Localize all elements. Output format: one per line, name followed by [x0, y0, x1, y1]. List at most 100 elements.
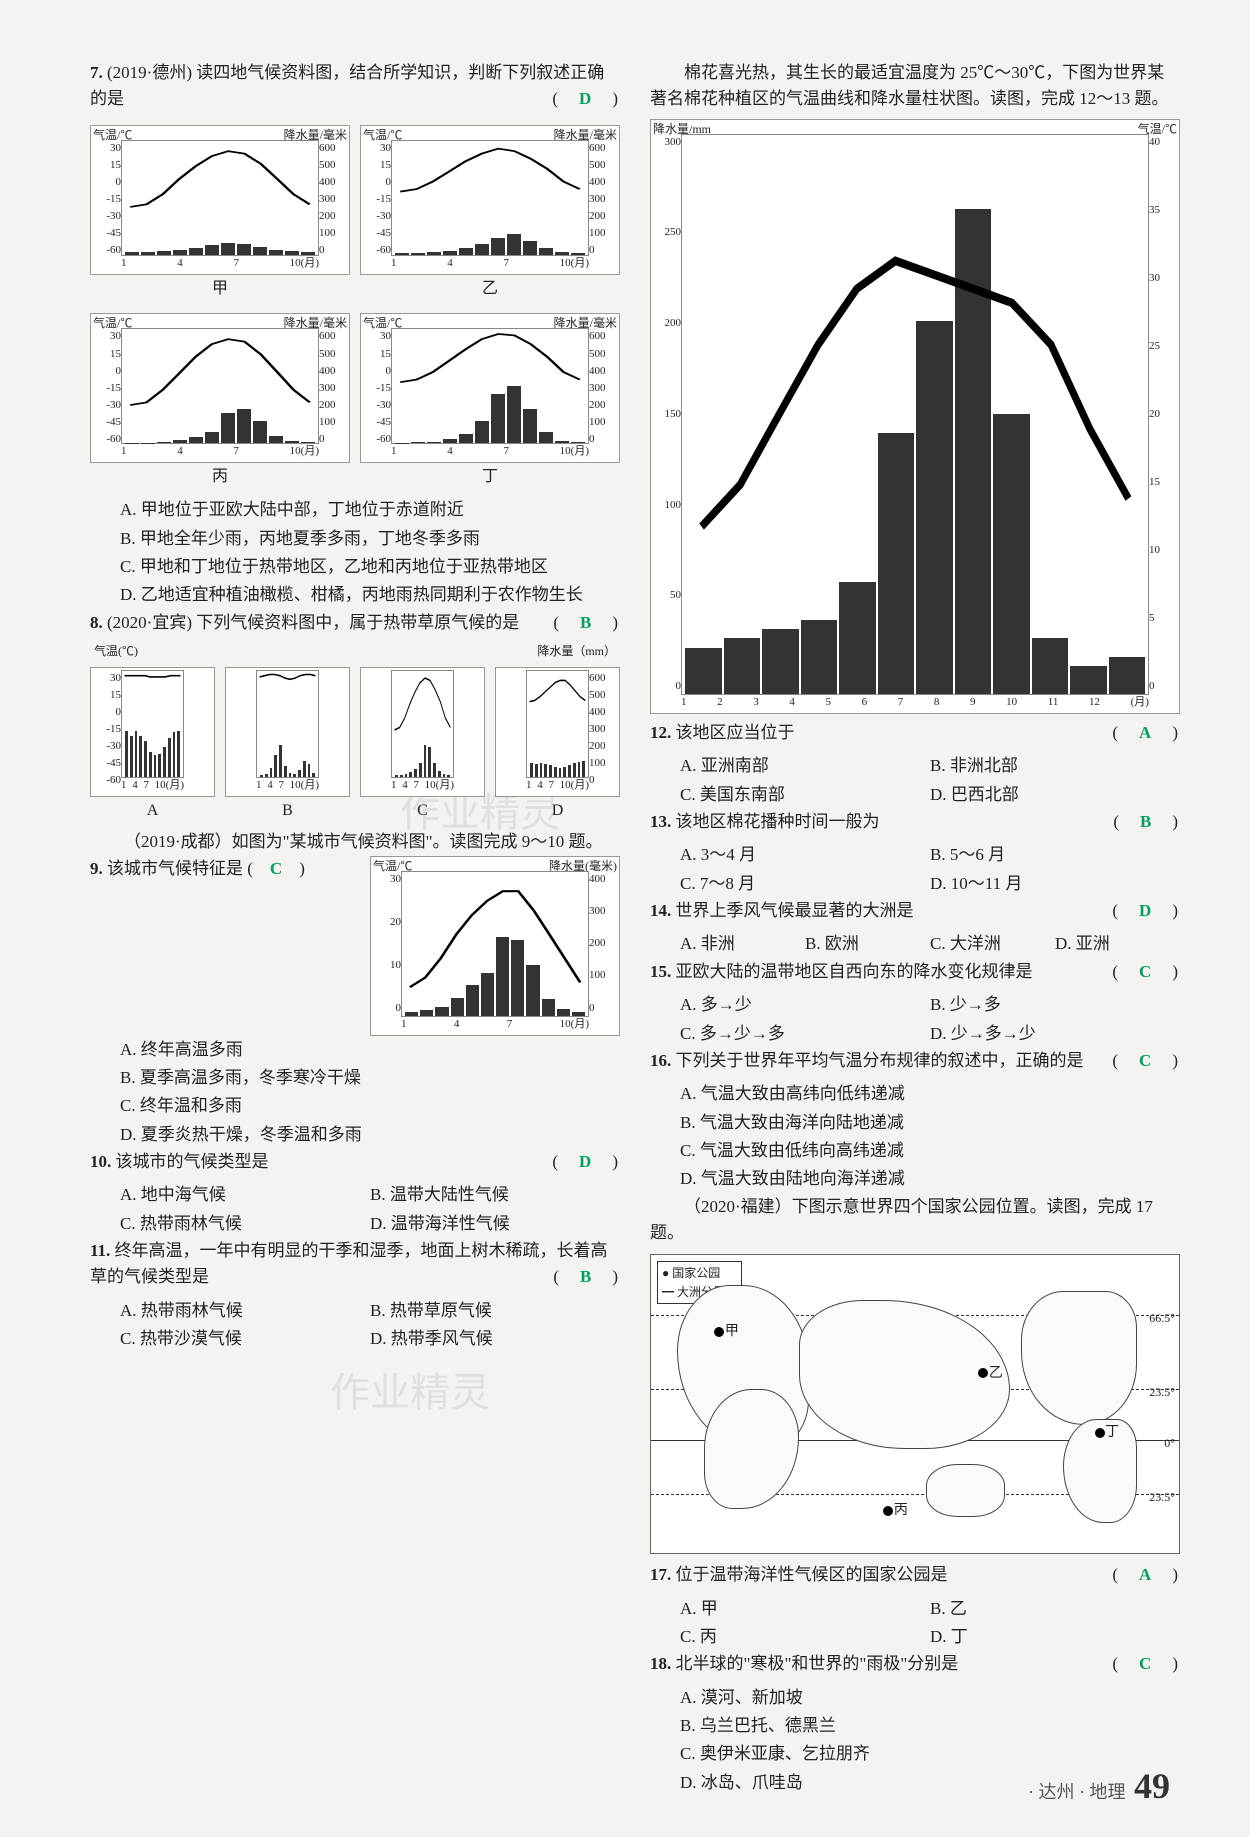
line-jia: [122, 141, 318, 255]
q18-stem: 北半球的"寒极"和世界的"雨极"分别是: [676, 1654, 959, 1673]
lat-0: 0°: [1164, 1434, 1175, 1453]
q17-answer: A: [1139, 1565, 1153, 1584]
q7-chart-yi: 气温/℃ 降水量/毫米 30150-15-30-45-60 6005004003…: [360, 125, 620, 275]
map-pt-ding-label: 丁: [1105, 1422, 1119, 1444]
q15-opt-a: A. 多→少: [680, 991, 930, 1019]
q12-answer-slot: ( A ): [1112, 720, 1180, 746]
line-q8c: [392, 671, 453, 777]
intro-9-10: （2019·成都）如图为"某城市气候资料图"。读图完成 9～10 题。: [90, 829, 620, 855]
q18-opt-a: A. 漠河、新加坡: [680, 1684, 1180, 1712]
q16-stem: 下列关于世界年平均气温分布规律的叙述中，正确的是: [676, 1051, 1084, 1070]
plot: [391, 670, 454, 778]
q16-answer: C: [1139, 1051, 1153, 1070]
q7-label-ding: 丁: [360, 465, 620, 490]
yticks-r: 6005004003002001000: [589, 328, 617, 444]
q7-opts: A. 甲地位于亚欧大陆中部，丁地位于赤道附近 B. 甲地全年少雨，丙地夏季多雨，…: [90, 496, 620, 609]
cotton-yticks-r: 4035302520151050: [1149, 134, 1177, 695]
q15-num: 15.: [650, 962, 671, 981]
q14-opt-a: A. 非洲: [680, 930, 805, 958]
q11-answer: B: [580, 1267, 593, 1286]
line-ding: [392, 329, 588, 443]
q8-chart-a: 30150-15-30-45-60 14710(月): [90, 667, 215, 797]
q8-charts: 30150-15-30-45-60 14710(月) A 14710(月): [90, 667, 620, 824]
q18-opt-b: B. 乌兰巴托、德黑兰: [680, 1712, 1180, 1740]
footer-region: · 达州 · 地理: [1028, 1782, 1126, 1802]
q9-answer: C: [270, 859, 282, 878]
q7-opt-b: B. 甲地全年少雨，丙地夏季多雨，丁地冬季多雨: [120, 525, 620, 553]
yticks-r: 6005004003002001000: [589, 140, 617, 256]
q7-chart-ding-wrap: 气温/℃ 降水量/毫米 30150-15-30-45-60 6005004003…: [360, 313, 620, 490]
q7-opt-d: D. 乙地适宜种植油橄榄、柑橘，丙地雨热同期利于农作物生长: [120, 581, 620, 609]
right-column: 棉花喜光热，其生长的最适宜温度为 25℃～30℃，下图为世界某著名棉花种植区的气…: [650, 60, 1180, 1797]
q14-opt-b: B. 欧洲: [805, 930, 930, 958]
q11-answer-slot: ( B ): [553, 1264, 620, 1290]
q10-opts: A. 地中海气候 B. 温带大陆性气候 C. 热带雨林气候 D. 温带海洋性气候: [90, 1181, 620, 1238]
yticks-r: 6005004003002001000: [319, 328, 347, 444]
q7-chart-jia-wrap: 气温/℃ 降水量/毫米 30150-15-30-45-60 6005004003…: [90, 125, 350, 302]
q8-answer: B: [580, 613, 593, 632]
q8-stem: 下列气候资料图中，属于热带草原气候的是: [196, 613, 519, 632]
yticks-l: 30150-15-30-45-60: [93, 670, 121, 778]
line-q8b: [257, 671, 318, 777]
plot: [121, 328, 319, 444]
q14-num: 14.: [650, 901, 671, 920]
q13-opt-a: A. 3～4 月: [680, 841, 930, 869]
line-bing: [122, 329, 318, 443]
q11-opt-c: C. 热带沙漠气候: [120, 1325, 370, 1353]
map-pt-ding: [1095, 1428, 1105, 1438]
q7-label-jia: 甲: [90, 277, 350, 302]
q9-opt-d: D. 夏季炎热干燥，冬季温和多雨: [120, 1121, 382, 1149]
q12-opt-a: A. 亚洲南部: [680, 752, 930, 780]
q9-opt-a: A. 终年高温多雨: [120, 1036, 382, 1064]
yticks-l: 30150-15-30-45-60: [363, 140, 391, 256]
plot: [401, 871, 589, 1017]
q15-answer-slot: ( C ): [1112, 959, 1180, 985]
q16-opt-b: B. 气温大致由海洋向陆地递减: [680, 1109, 1180, 1137]
q12-opt-c: C. 美国东南部: [680, 781, 930, 809]
q13-stem: 该地区棉花播种时间一般为: [676, 812, 880, 831]
page-columns: 7. (2019·德州) 读四地气候资料图，结合所学知识，判断下列叙述正确的是 …: [90, 60, 1180, 1797]
q8-axis-labels: 气温(℃) 降水量（mm）: [90, 642, 620, 661]
q12-num: 12.: [650, 723, 671, 742]
continent-africa: [704, 1389, 799, 1508]
q12-answer: A: [1139, 723, 1153, 742]
q8-axis-r: 降水量（mm）: [537, 642, 616, 661]
map-pt-bing-label: 丙: [894, 1500, 908, 1522]
q14-stem: 世界上季风气候最显著的大洲是: [676, 901, 914, 920]
line-q8a: [122, 671, 183, 777]
q9-answer-slot: ( C ): [247, 859, 305, 878]
q15-opt-b: B. 少→多: [930, 991, 1180, 1019]
q13-opts: A. 3～4 月 B. 5～6 月 C. 7～8 月 D. 10～11 月: [650, 841, 1180, 898]
q13-answer: B: [1140, 812, 1153, 831]
plot: [256, 670, 319, 778]
lat-665: 66.5°: [1149, 1309, 1175, 1328]
q10-answer-slot: ( D ): [552, 1149, 620, 1175]
yticks-l: 30150-15-30-45-60: [93, 328, 121, 444]
footer-page: 49: [1134, 1766, 1170, 1806]
q14-opt-d: D. 亚洲: [1055, 930, 1180, 958]
q11-opts: A. 热带雨林气候 B. 热带草原气候 C. 热带沙漠气候 D. 热带季风气候: [90, 1297, 620, 1354]
q10-opt-b: B. 温带大陆性气候: [370, 1181, 620, 1209]
q17-opts: A. 甲 B. 乙 C. 丙 D. 丁: [650, 1595, 1180, 1652]
q9-10-block: 气温/℃ 降水量(毫米) 3020100 4003002001000 14710…: [90, 856, 620, 1149]
q9-num: 9.: [90, 859, 103, 878]
q9-opt-b: B. 夏季高温多雨，冬季寒冷干燥: [120, 1064, 382, 1092]
q17-num: 17.: [650, 1565, 671, 1584]
q8-chart-a-wrap: 30150-15-30-45-60 14710(月) A: [90, 667, 215, 824]
page-footer: · 达州 · 地理 49: [1028, 1765, 1170, 1807]
q8-label-d: D: [495, 799, 620, 824]
line-cd: [402, 872, 588, 1016]
q8-label-a: A: [90, 799, 215, 824]
q17-opt-c: C. 丙: [680, 1623, 930, 1651]
q13-num: 13.: [650, 812, 671, 831]
q8-label-b: B: [225, 799, 350, 824]
q7-charts-row1: 气温/℃ 降水量/毫米 30150-15-30-45-60 6005004003…: [90, 125, 620, 302]
q14: 14. 世界上季风气候最显著的大洲是 ( D ): [650, 898, 1180, 924]
q7-chart-bing: 气温/℃ 降水量/毫米 30150-15-30-45-60 6005004003…: [90, 313, 350, 463]
q10-opt-d: D. 温带海洋性气候: [370, 1210, 620, 1238]
q7-chart-bing-wrap: 气温/℃ 降水量/毫米 30150-15-30-45-60 6005004003…: [90, 313, 350, 490]
q15-answer: C: [1139, 962, 1153, 981]
cd-yticks-l: 3020100: [373, 871, 401, 1017]
line-cotton: [682, 135, 1148, 694]
q15: 15. 亚欧大陆的温带地区自西向东的降水变化规律是 ( C ): [650, 959, 1180, 985]
